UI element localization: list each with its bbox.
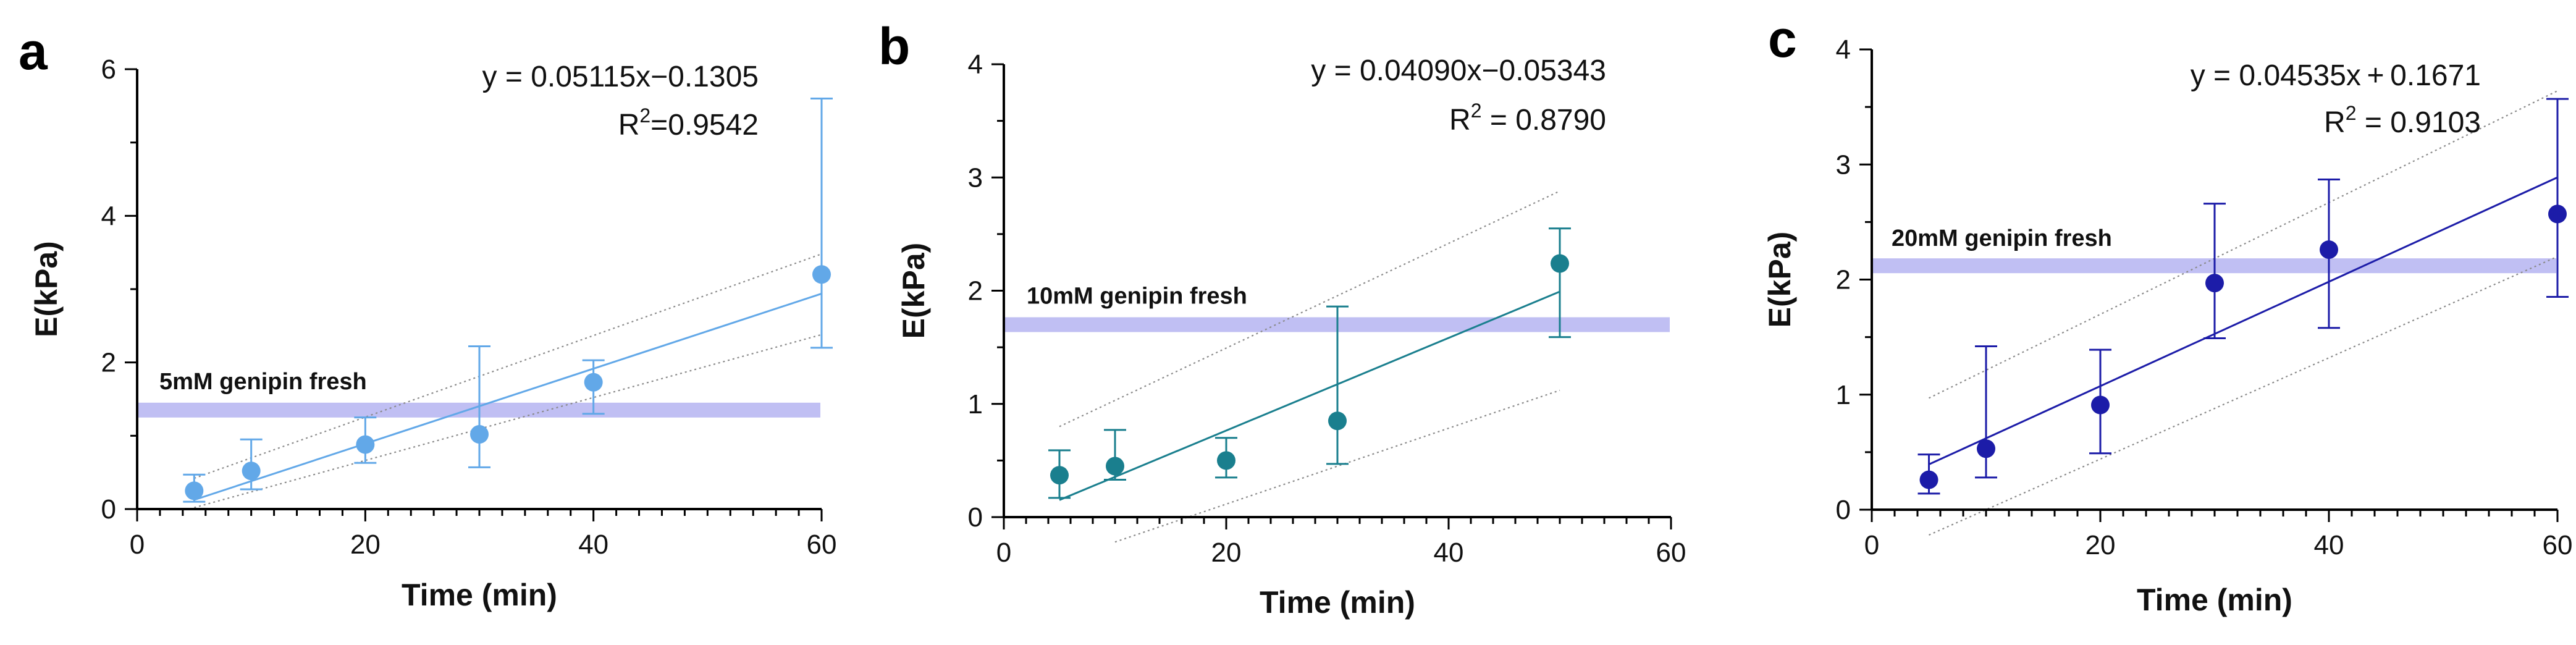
- x-tick-label: 40: [578, 529, 608, 560]
- chart-panel-c: 20mM genipin fresh 0 20 40 60 0 1 2 3 4 Time (min)…: [1762, 10, 2572, 617]
- confidence-band-lower: [1929, 256, 2558, 536]
- panel-letter: b: [878, 17, 910, 75]
- confidence-band-upper: [193, 253, 822, 479]
- regression-line: [1928, 176, 2558, 466]
- data-point: [584, 373, 603, 392]
- error-bar: [2546, 98, 2569, 298]
- error-bar: [468, 345, 490, 468]
- data-point: [356, 435, 375, 454]
- y-tick-label: 4: [1836, 35, 1851, 65]
- data-point: [470, 424, 489, 444]
- x-tick-label: 40: [1434, 538, 1464, 568]
- r-squared-value: = 0.8790: [1481, 104, 1606, 137]
- data-point: [2320, 240, 2338, 259]
- data-point: [1919, 470, 1938, 489]
- reference-label: 10mM genipin fresh: [1027, 283, 1247, 309]
- y-tick-label: 0: [968, 502, 983, 533]
- r-squared: R2=0.9542: [618, 104, 759, 141]
- regression-equation: y = 0.05115x−0.1305: [482, 61, 759, 93]
- data-point: [1977, 439, 1995, 458]
- data-point: [1328, 411, 1347, 431]
- data-point: [812, 265, 831, 284]
- data-point: [1551, 254, 1569, 273]
- data-point: [2205, 274, 2224, 293]
- error-bar: [810, 97, 833, 349]
- y-tick-label: 6: [101, 54, 116, 85]
- y-tick-label: 2: [968, 276, 983, 306]
- x-tick-label: 20: [1211, 538, 1242, 568]
- panel-letter: c: [1768, 10, 1797, 68]
- data-point: [2091, 395, 2110, 415]
- data-point: [185, 481, 204, 500]
- error-bar: [1549, 227, 1571, 339]
- r-squared-exponent: 2: [639, 104, 650, 127]
- y-tick-label: 4: [968, 49, 983, 80]
- x-axis-title: Time (min): [2137, 583, 2292, 617]
- r-squared-symbol: R: [618, 109, 640, 141]
- x-tick-label: 60: [807, 529, 837, 560]
- r-squared-symbol: R: [2324, 106, 2346, 139]
- x-axis-title: Time (min): [402, 578, 557, 612]
- r-squared: R2 = 0.9103: [2324, 102, 2481, 139]
- y-tick-label: 2: [1836, 265, 1851, 295]
- y-axis-title: E(kPa): [29, 241, 64, 337]
- r-squared: R2 = 0.8790: [1449, 99, 1606, 137]
- y-tick-label: 1: [1836, 380, 1851, 410]
- y-tick-label: 4: [101, 201, 116, 231]
- reference-label: 20mM genipin fresh: [1892, 226, 2112, 251]
- x-tick-label: 60: [1656, 538, 1686, 568]
- data-point: [1050, 466, 1069, 485]
- y-tick-label: 3: [1836, 150, 1851, 180]
- regression-line: [193, 292, 822, 501]
- panel-letter: a: [19, 22, 48, 80]
- x-axis-title: Time (min): [1260, 585, 1415, 620]
- data-point: [2548, 204, 2567, 224]
- x-tick-label: 0: [996, 538, 1011, 568]
- r-squared-exponent: 2: [2346, 102, 2357, 124]
- r-squared-symbol: R: [1449, 104, 1471, 137]
- y-axis-title: E(kPa): [1762, 232, 1797, 328]
- data-point: [1106, 457, 1124, 476]
- regression-line: [1059, 290, 1560, 501]
- x-tick-label: 20: [350, 529, 381, 560]
- x-tick-label: 20: [2086, 530, 2116, 560]
- chart-panel-b: 10mM genipin fresh 0 20 40 60 0 1 2 3 4 Time (min)…: [878, 17, 1686, 620]
- confidence-band-upper: [1059, 190, 1560, 428]
- r-squared-exponent: 2: [1471, 99, 1482, 122]
- x-tick-label: 0: [1864, 530, 1879, 560]
- r-squared-value: =0.9542: [650, 109, 759, 141]
- chart-panel-a: 5mM genipin fresh 0 20 40 60 0 2 4 6 Time (min) E(…: [19, 22, 836, 612]
- y-tick-label: 0: [101, 494, 116, 525]
- y-axis-title: E(kPa): [896, 243, 931, 339]
- x-tick-label: 0: [130, 529, 145, 560]
- data-point: [242, 462, 261, 481]
- y-tick-label: 1: [968, 389, 983, 419]
- y-tick-label: 2: [101, 348, 116, 378]
- r-squared-value: = 0.9103: [2356, 106, 2481, 139]
- regression-equation: y = 0.04090x−0.05343: [1311, 54, 1606, 87]
- x-tick-label: 60: [2543, 530, 2573, 560]
- error-bar: [1326, 305, 1349, 465]
- error-bar: [2203, 203, 2226, 339]
- reference-label: 5mM genipin fresh: [159, 369, 367, 395]
- regression-equation: y = 0.04535x + 0.1671: [2191, 59, 2481, 92]
- data-point: [1217, 451, 1235, 470]
- y-tick-label: 3: [968, 162, 983, 193]
- x-tick-label: 40: [2314, 530, 2344, 560]
- y-tick-label: 0: [1836, 495, 1851, 525]
- confidence-band-lower: [1114, 389, 1560, 543]
- confidence-band-lower: [194, 334, 822, 508]
